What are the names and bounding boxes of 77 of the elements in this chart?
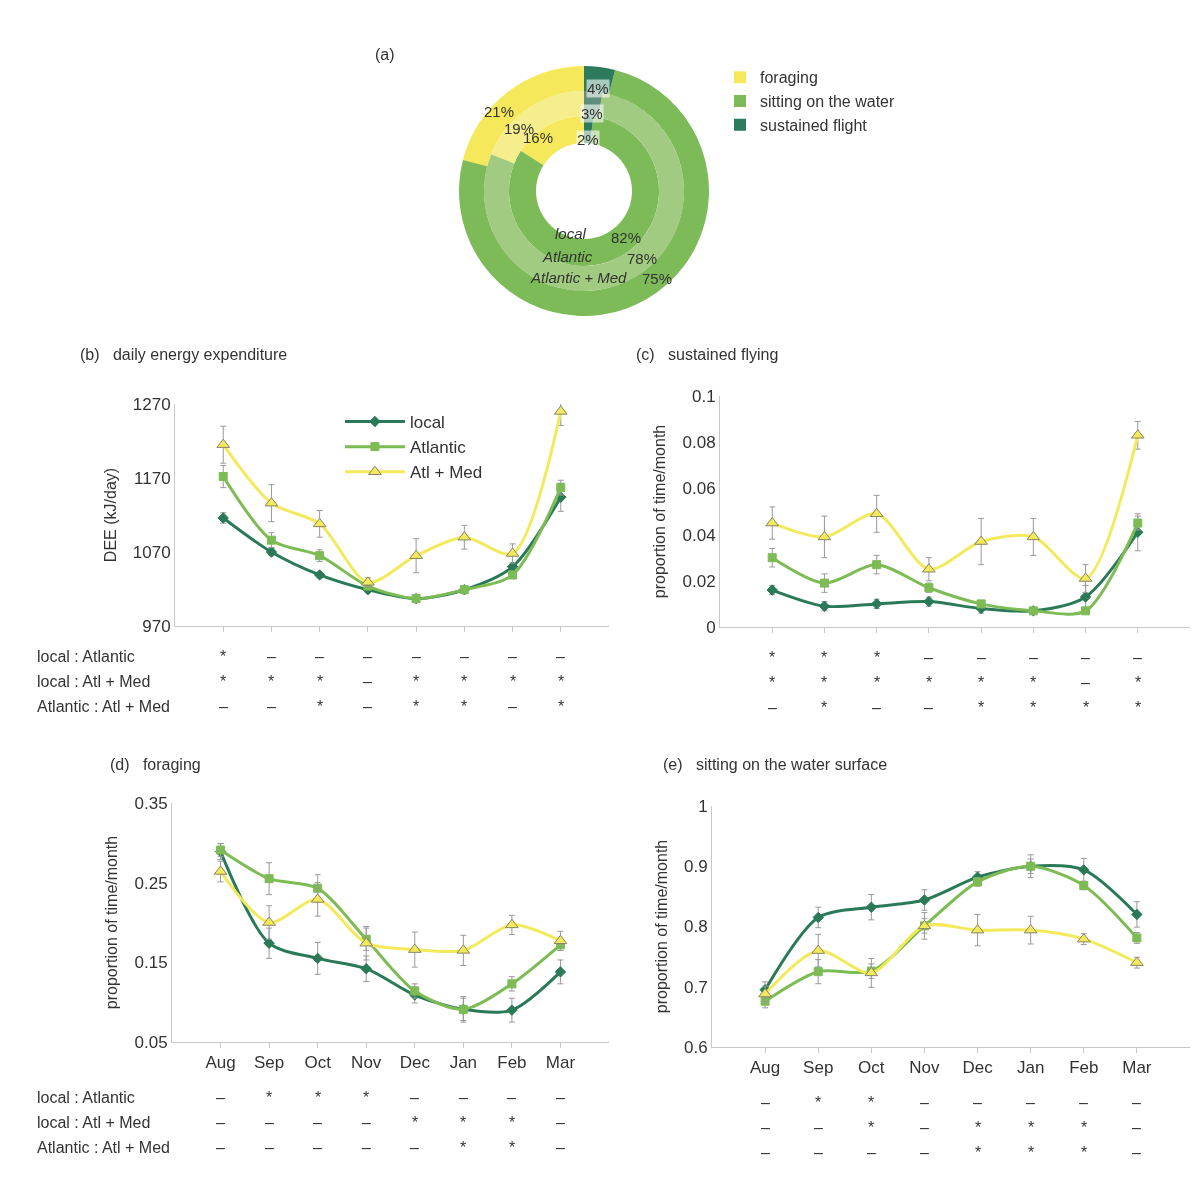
text: – – * – * * – * — [219, 698, 565, 715]
text: – * – – * * * * — [768, 699, 1142, 716]
x-tick-label: Aug — [205, 1053, 236, 1073]
y-tick-label: 1070 — [132, 542, 171, 562]
y-axis-title: proportion of time/month — [103, 835, 121, 1010]
text: – – – – – * * – — [216, 1139, 565, 1156]
y-tick-label: 0.8 — [683, 917, 708, 937]
y-tick-label: 970 — [142, 616, 171, 636]
data-label: 75% — [642, 270, 673, 287]
text: * * * * * * – * — [769, 674, 1142, 691]
x-tick-label: Dec — [399, 1053, 431, 1073]
x-tick-label: Nov — [351, 1053, 382, 1073]
text: * * * – * * * * — [220, 673, 565, 690]
text: Atlantic : Atl + Med — [37, 698, 170, 715]
y-tick-label: 0.7 — [683, 977, 708, 997]
y-tick-label: 0.1 — [691, 386, 716, 406]
y-tick-label: 0.6 — [683, 1037, 708, 1057]
chart-title: (a) — [375, 45, 395, 63]
text: – * * * – – – – — [216, 1089, 565, 1106]
legend-label: sitting on the water — [760, 93, 895, 111]
text: local : Atlantic — [37, 1089, 135, 1106]
text: * * * – – – – – — [769, 649, 1142, 666]
chart-title: (e) sitting on the water surface — [663, 755, 888, 773]
slice-label: Atlantic + Med — [530, 269, 628, 286]
x-tick-label: Sep — [253, 1053, 285, 1073]
x-tick-label: Dec — [962, 1058, 994, 1078]
text: – – * – * * * – — [761, 1119, 1141, 1136]
text: – * * – – – – – — [761, 1094, 1141, 1111]
y-tick-label: 0.05 — [134, 1032, 168, 1052]
data-label: 2% — [577, 131, 599, 148]
y-tick-label: 0.9 — [683, 857, 708, 877]
x-tick-label: Jan — [1016, 1058, 1045, 1078]
y-tick-label: 0.35 — [134, 793, 168, 813]
text: local : Atl + Med — [37, 1114, 151, 1131]
legend-label: sustained flight — [760, 117, 868, 135]
data-label: 78% — [627, 250, 658, 267]
legend-label: Atl + Med — [409, 463, 483, 483]
text: local : Atl + Med — [37, 673, 151, 690]
data-label: 3% — [581, 105, 603, 122]
x-tick-label: Mar — [545, 1053, 576, 1073]
y-tick-label: 0.08 — [682, 433, 716, 453]
slice-label: Atlantic — [542, 248, 593, 265]
y-tick-label: 0.15 — [134, 953, 168, 973]
data-label: 21% — [484, 103, 515, 120]
chart-title: (c) sustained flying — [636, 345, 779, 363]
chart-title: (d) foraging — [110, 755, 201, 773]
x-tick-label: Jan — [449, 1053, 478, 1073]
data-label: 4% — [587, 80, 609, 97]
x-tick-label: Nov — [909, 1058, 941, 1078]
text: Atlantic : Atl + Med — [37, 1139, 170, 1156]
x-tick-label: Sep — [803, 1058, 834, 1078]
text: – – – – * * * – — [216, 1114, 565, 1131]
y-axis-title: DEE (kJ/day) — [101, 467, 119, 563]
y-axis-title: proportion of time/month — [651, 424, 669, 599]
x-tick-label: Oct — [858, 1058, 885, 1078]
text: – – – – * * * – — [761, 1144, 1141, 1161]
legend-label: local — [409, 413, 445, 433]
y-tick-label: 0.02 — [682, 571, 716, 591]
y-tick-label: 1 — [698, 796, 708, 816]
x-tick-label: Feb — [497, 1053, 527, 1073]
y-tick-label: 0.06 — [682, 479, 716, 499]
data-label: 82% — [611, 229, 642, 246]
y-tick-label: 1270 — [132, 394, 171, 414]
y-tick-label: 0.04 — [682, 525, 716, 545]
text: * – – – – – – – — [220, 648, 565, 665]
chart-title: (b) daily energy expenditure — [80, 345, 288, 363]
x-tick-label: Oct — [304, 1053, 332, 1073]
y-tick-label: 0 — [706, 617, 716, 637]
y-tick-label: 1170 — [134, 468, 171, 488]
legend-label: Atlantic — [409, 438, 467, 458]
x-tick-label: Mar — [1122, 1058, 1152, 1078]
legend-label: foraging — [760, 69, 818, 87]
x-tick-label: Feb — [1069, 1058, 1099, 1078]
text: local : Atlantic — [37, 648, 135, 665]
y-tick-label: 0.25 — [134, 873, 168, 893]
y-axis-title: proportion of time/month — [652, 839, 670, 1014]
x-tick-label: Aug — [749, 1058, 781, 1078]
